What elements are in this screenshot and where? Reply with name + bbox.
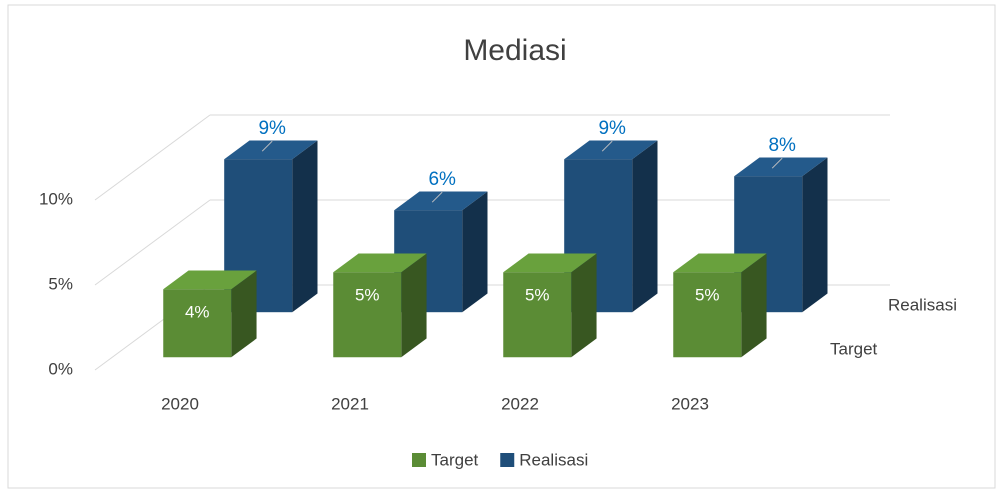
x-tick-label: 2021	[331, 394, 369, 413]
bar-side	[231, 270, 257, 358]
chart-title: Mediasi	[463, 34, 566, 67]
legend-label: Realisasi	[519, 450, 588, 469]
leader-line	[431, 191, 443, 203]
bar-top	[503, 253, 597, 273]
bar-top	[564, 140, 658, 160]
data-label: 6%	[428, 169, 456, 190]
bar	[163, 289, 232, 358]
data-label: 5%	[525, 286, 550, 305]
y-tick-label: 5%	[48, 274, 73, 293]
legend-swatch	[412, 453, 426, 467]
bar-side	[571, 253, 597, 358]
data-label: 4%	[185, 303, 210, 322]
legend-label: Target	[431, 450, 479, 469]
bar-top	[163, 270, 257, 290]
leader-line	[261, 140, 273, 152]
leader-line	[601, 140, 613, 152]
bar-side	[401, 253, 427, 358]
y-tick-label: 0%	[48, 359, 73, 378]
depth-label: Realisasi	[888, 295, 957, 314]
chart-border	[7, 4, 996, 489]
depth-label: Target	[830, 339, 878, 358]
grid-line	[94, 114, 211, 201]
data-label: 5%	[355, 286, 380, 305]
x-tick-label: 2022	[501, 394, 539, 413]
bar-side	[292, 140, 318, 313]
data-label: 9%	[598, 118, 626, 139]
x-tick-label: 2023	[671, 394, 709, 413]
data-label: 9%	[258, 118, 286, 139]
bar-top	[333, 253, 427, 273]
bar-top	[394, 191, 488, 211]
data-label: 5%	[695, 286, 720, 305]
bar-top	[224, 140, 318, 160]
bar-side	[802, 157, 828, 313]
y-tick-label: 10%	[39, 189, 73, 208]
bar	[673, 272, 742, 358]
bar-side	[741, 253, 767, 358]
bar-side	[632, 140, 658, 313]
grid-line	[94, 199, 211, 286]
leader-line	[771, 157, 783, 169]
data-label: 8%	[768, 135, 796, 156]
x-tick-label: 2020	[161, 394, 199, 413]
bar	[503, 272, 572, 358]
bar-top	[673, 253, 767, 273]
bar-side	[462, 191, 488, 313]
bar	[333, 272, 402, 358]
legend-swatch	[500, 453, 515, 467]
bar-top	[734, 157, 828, 177]
